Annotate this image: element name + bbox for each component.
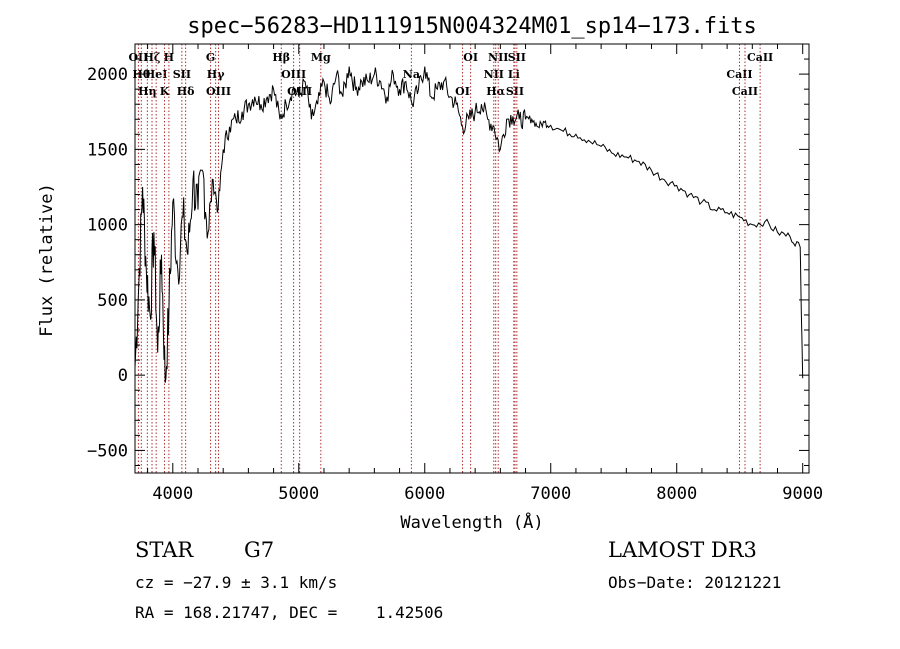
absorption-lines: OIIHθHηHζHeIKHSIIHδGHγOIIIHβOIIIOIIIMgNa… — [128, 44, 773, 473]
y-tick-label: −500 — [87, 441, 128, 461]
absorption-line-label: OIII — [206, 85, 231, 98]
absorption-line-label: Hη — [138, 85, 156, 98]
x-tick-label: 8000 — [656, 484, 697, 504]
absorption-line-label: Hδ — [177, 85, 195, 98]
y-tick-label: 1000 — [87, 216, 128, 236]
absorption-line-label: K — [160, 85, 170, 98]
x-tick-label: 5000 — [278, 484, 319, 504]
spectrum-chart: spec−56283−HD111915N004324M01_sp14−173.f… — [37, 14, 823, 533]
absorption-line-label: G — [206, 51, 215, 64]
absorption-line-label: H — [164, 51, 174, 64]
observation-date: Obs−Date: 20121221 — [608, 573, 782, 592]
absorption-line-label: CaII — [732, 85, 758, 98]
absorption-line-label: Li — [508, 68, 520, 81]
absorption-line-label: HeI — [145, 68, 168, 81]
y-tick-label: 2000 — [87, 65, 128, 85]
plot-frame — [134, 43, 810, 474]
x-tick-label: 9000 — [782, 484, 823, 504]
absorption-line-label: Na — [403, 68, 420, 81]
x-tick-label: 4000 — [152, 484, 193, 504]
absorption-line-label: OII — [128, 51, 148, 64]
x-tick-label: 6000 — [404, 484, 445, 504]
absorption-line-label: CaII — [726, 68, 752, 81]
absorption-line-label: Hβ — [272, 51, 290, 64]
absorption-line-label: SII — [173, 68, 191, 81]
absorption-line-label: OIII — [281, 68, 306, 81]
absorption-line-label: Mg — [311, 51, 331, 64]
absorption-line-label: OI — [455, 85, 470, 98]
y-tick-label: 0 — [118, 366, 128, 386]
x-tick-label: 7000 — [530, 484, 571, 504]
absorption-line-label: SII — [508, 51, 526, 64]
y-tick-label: 1500 — [87, 140, 128, 160]
absorption-line-label: SII — [506, 85, 524, 98]
survey-name: LAMOST DR3 — [608, 538, 757, 562]
coordinates: RA = 168.21747, DEC = 1.42506 — [135, 603, 444, 622]
absorption-line-label: CaII — [747, 51, 773, 64]
y-tick-label: 500 — [97, 291, 128, 311]
chart-title: spec−56283−HD111915N004324M01_sp14−173.f… — [187, 14, 757, 39]
redshift-value: cz = −27.9 ± 3.1 km/s — [135, 573, 338, 592]
absorption-line-label: OI — [463, 51, 478, 64]
absorption-line-label: Hγ — [207, 68, 225, 81]
absorption-line-label: Hζ — [144, 51, 161, 64]
absorption-line-label: NII — [484, 68, 504, 81]
absorption-line-label: NII — [488, 51, 508, 64]
y-axis-label: Flux (relative) — [37, 183, 57, 337]
absorption-line-label: Hα — [486, 85, 505, 98]
x-axis-label: Wavelength (Å) — [400, 511, 543, 533]
object-subclass: G7 — [244, 538, 275, 562]
spectrum-series — [134, 66, 804, 383]
spectrum-line — [134, 66, 804, 383]
object-class: STAR — [135, 538, 194, 562]
axis-ticks: 4000 5000 6000 7000 8000 9000 −500 0 500 1000 1500… — [87, 43, 823, 504]
